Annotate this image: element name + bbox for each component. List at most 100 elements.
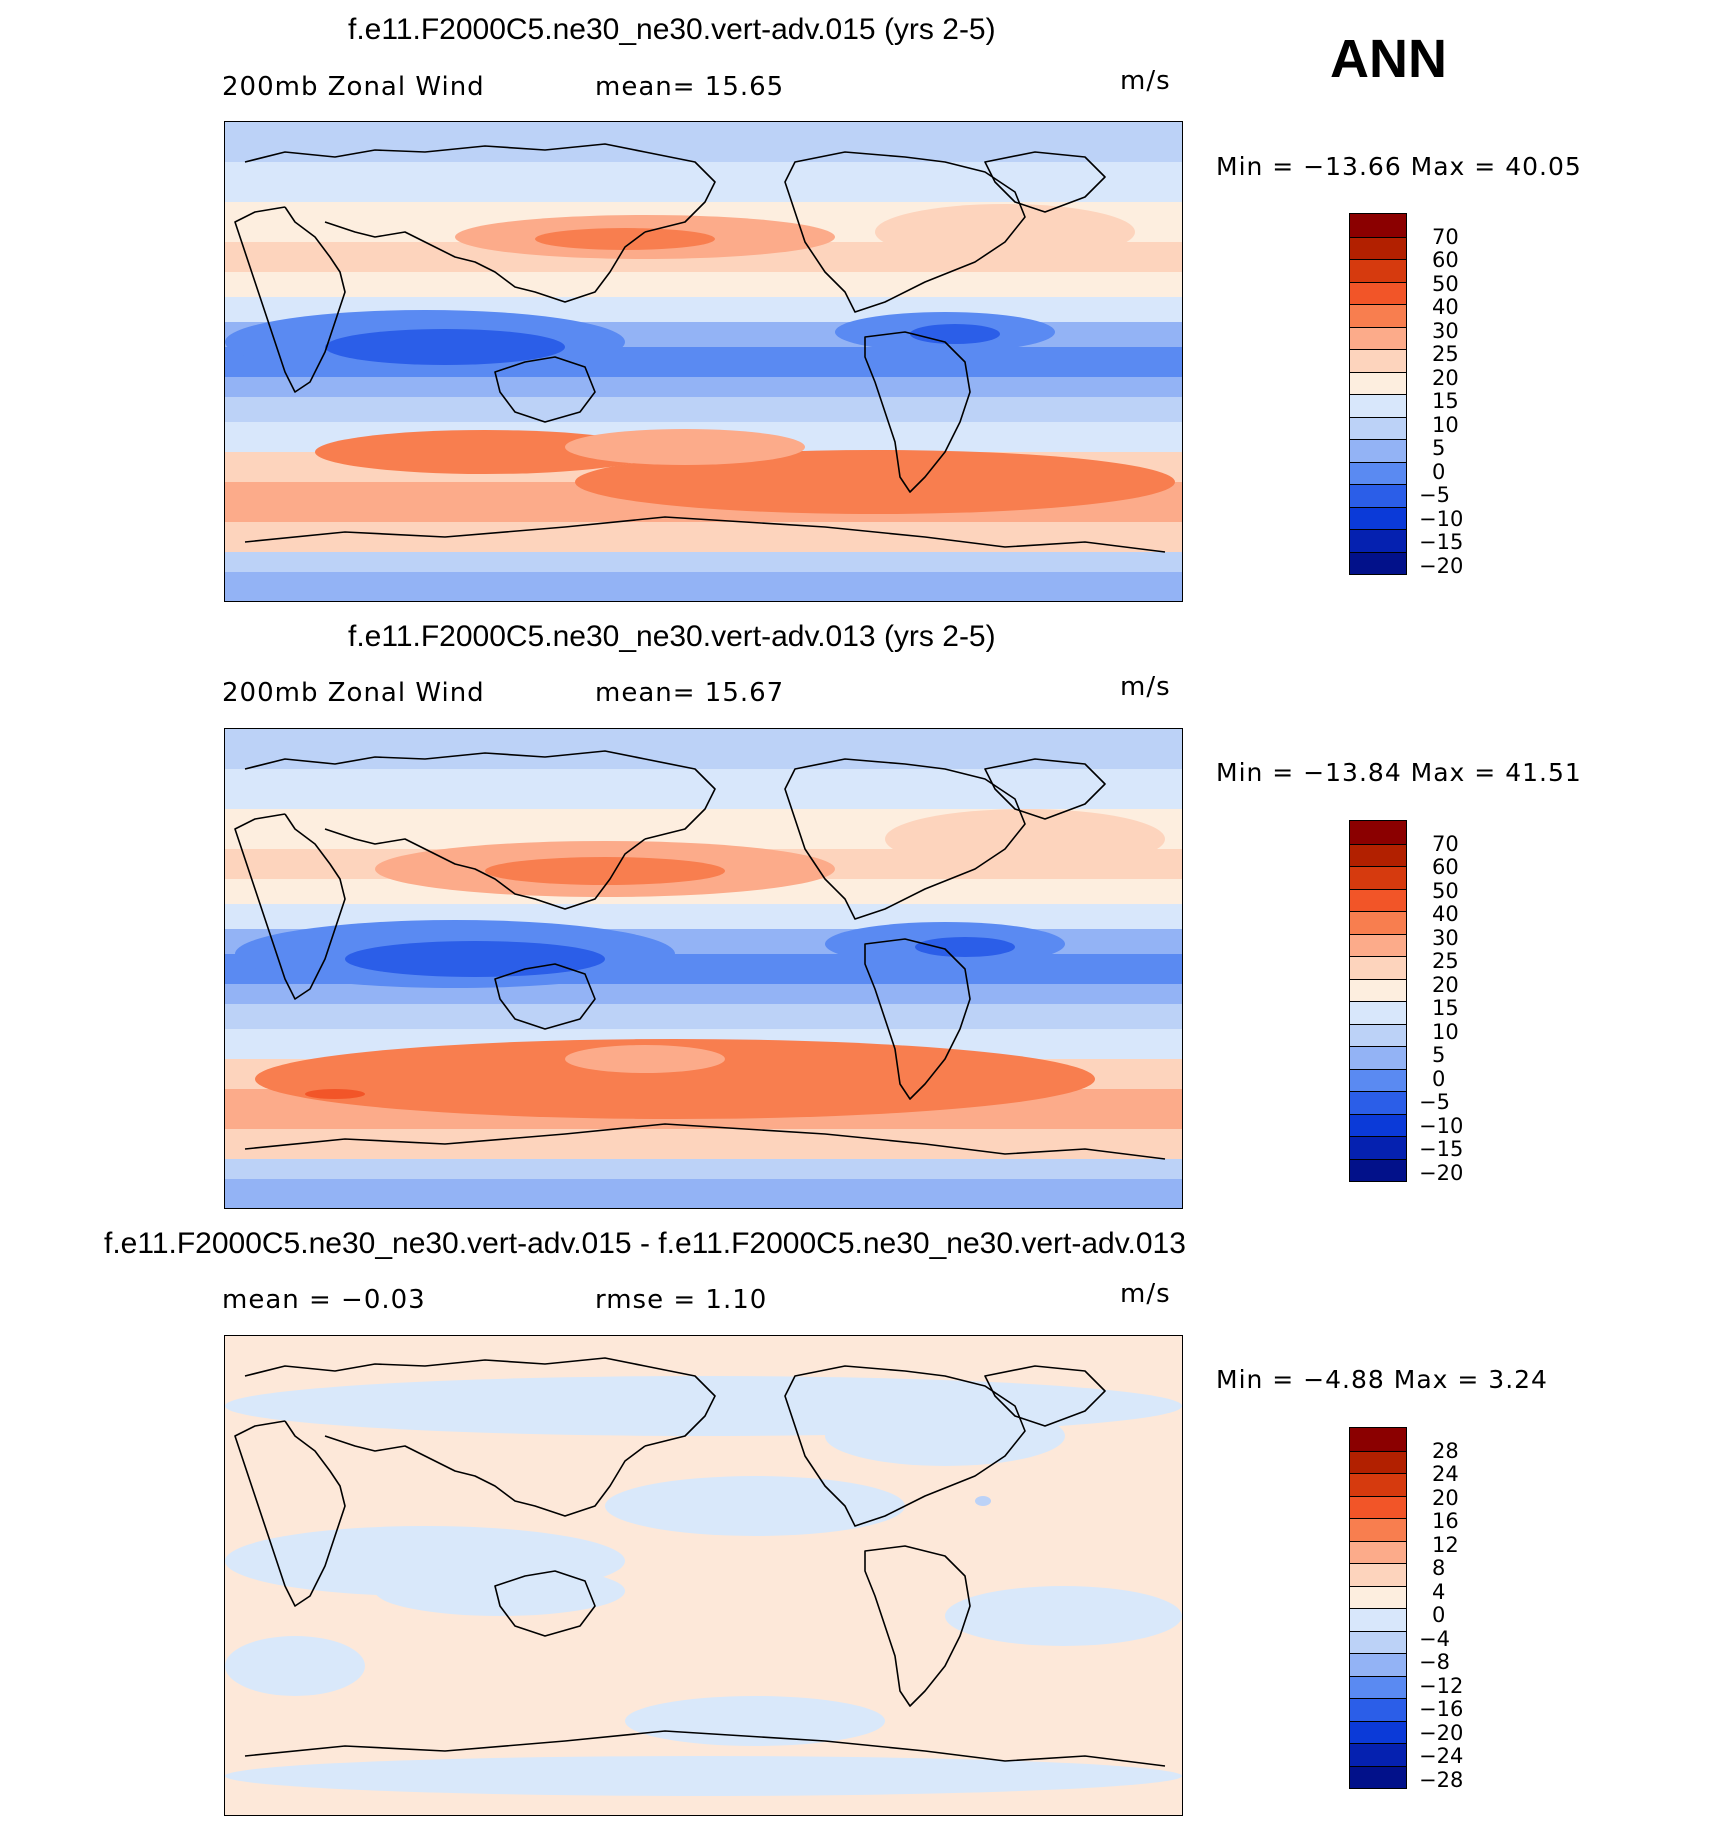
cb1-label: −10 (1419, 506, 1464, 531)
colorbar-segment (1350, 1113, 1406, 1136)
colorbar-segment (1350, 821, 1406, 844)
cb2-label: −5 (1419, 1090, 1450, 1114)
cb3-label: 16 (1432, 1509, 1459, 1533)
colorbar-segment (1350, 236, 1406, 259)
cb2-label: −10 (1419, 1113, 1464, 1138)
cb1-label: 50 (1432, 271, 1459, 296)
cb3-label: 12 (1432, 1532, 1459, 1557)
colorbar-segment (1350, 439, 1406, 462)
panel2-units: m/s (1120, 672, 1171, 702)
cb1-label: 25 (1432, 342, 1459, 366)
cb2-label: 0 (1432, 1066, 1446, 1091)
colorbar-segment (1350, 911, 1406, 934)
cb2-label: 60 (1432, 855, 1459, 879)
colorbar-segment (1350, 1518, 1406, 1541)
cb3-label: −12 (1419, 1673, 1464, 1698)
cb2-label: 30 (1432, 925, 1459, 950)
colorbar-segment (1350, 1765, 1406, 1788)
cb3-label: 0 (1432, 1603, 1446, 1627)
panel1-colorbar (1349, 213, 1407, 575)
colorbar-segment (1350, 416, 1406, 439)
panel2-colorbar (1349, 820, 1407, 1182)
colorbar-segment (1350, 551, 1406, 574)
colorbar-segment (1350, 1046, 1406, 1069)
cb2-label: 20 (1432, 972, 1459, 997)
cb3-label: −24 (1419, 1744, 1464, 1768)
colorbar-segment (1350, 1608, 1406, 1631)
colorbar-segment (1350, 1495, 1406, 1518)
colorbar-segment (1350, 1001, 1406, 1024)
panel1-mean: mean= 15.65 (595, 72, 785, 102)
cb3-label: −16 (1419, 1697, 1464, 1721)
colorbar-segment (1350, 1675, 1406, 1698)
cb2-label: −15 (1419, 1137, 1464, 1161)
colorbar-segment (1350, 529, 1406, 552)
colorbar-segment (1350, 1585, 1406, 1608)
panel3-title: f.e11.F2000C5.ne30_ne30.vert-adv.015 - f… (104, 1227, 1186, 1260)
colorbar-segment (1350, 349, 1406, 372)
panel2-title: f.e11.F2000C5.ne30_ne30.vert-adv.013 (yr… (348, 620, 996, 653)
colorbar-segment (1350, 461, 1406, 484)
colorbar-segment (1350, 978, 1406, 1001)
cb1-label: 60 (1432, 248, 1459, 272)
colorbar-segment (1350, 326, 1406, 349)
cb3-label: 24 (1432, 1462, 1459, 1486)
cb2-label: 25 (1432, 949, 1459, 973)
panel3-colorbar (1349, 1427, 1407, 1789)
panel2-left-label: 200mb Zonal Wind (222, 678, 485, 708)
cb3-label: −20 (1419, 1720, 1464, 1745)
cb2-label: 5 (1432, 1043, 1446, 1067)
cb2-label: 40 (1432, 902, 1459, 926)
colorbar-segment (1350, 1450, 1406, 1473)
colorbar-segment (1350, 304, 1406, 327)
cb1-label: 10 (1432, 412, 1459, 437)
colorbar-segment (1350, 281, 1406, 304)
colorbar-segment (1350, 1653, 1406, 1676)
cb1-label: 30 (1432, 318, 1459, 343)
panel1-units: m/s (1120, 66, 1171, 96)
cb2-label: 50 (1432, 878, 1459, 903)
colorbar-segment (1350, 371, 1406, 394)
cb2-label: 70 (1432, 831, 1459, 856)
colorbar-segment (1350, 214, 1406, 237)
cb3-label: −28 (1419, 1767, 1464, 1792)
colorbar-segment (1350, 1630, 1406, 1653)
colorbar-segment (1350, 1091, 1406, 1114)
panel3-map (224, 1335, 1183, 1816)
cb1-label: −15 (1419, 530, 1464, 554)
colorbar-segment (1350, 843, 1406, 866)
colorbar-segment (1350, 1158, 1406, 1181)
panel2-mean: mean= 15.67 (595, 678, 785, 708)
cb3-label: −8 (1419, 1650, 1450, 1674)
colorbar-segment (1350, 259, 1406, 282)
colorbar-segment (1350, 1720, 1406, 1743)
cb2-label: 15 (1432, 996, 1459, 1020)
panel3-units: m/s (1120, 1279, 1171, 1309)
cb1-label: 0 (1432, 459, 1446, 484)
cb1-label: −5 (1419, 483, 1450, 507)
colorbar-segment (1350, 1136, 1406, 1159)
cb3-label: 8 (1432, 1556, 1446, 1580)
panel2-map (224, 728, 1183, 1209)
colorbar-segment (1350, 1563, 1406, 1586)
season-label: ANN (1330, 29, 1447, 89)
colorbar-segment (1350, 933, 1406, 956)
panel3-minmax: Min = −4.88 Max = 3.24 (1216, 1365, 1548, 1394)
cb3-label: −4 (1419, 1626, 1450, 1651)
cb1-label: 70 (1432, 224, 1459, 249)
colorbar-segment (1350, 1428, 1406, 1451)
colorbar-segment (1350, 1743, 1406, 1766)
colorbar-segment (1350, 888, 1406, 911)
panel1-map (224, 121, 1183, 602)
colorbar-segment (1350, 1023, 1406, 1046)
colorbar-segment (1350, 394, 1406, 417)
cb2-label: 10 (1432, 1019, 1459, 1044)
colorbar-segment (1350, 1473, 1406, 1496)
colorbar-segment (1350, 956, 1406, 979)
panel2-minmax: Min = −13.84 Max = 41.51 (1216, 758, 1582, 787)
colorbar-segment (1350, 866, 1406, 889)
colorbar-segment (1350, 1068, 1406, 1091)
cb1-label: 15 (1432, 389, 1459, 413)
cb1-label: −20 (1419, 553, 1464, 578)
cb3-label: 4 (1432, 1579, 1446, 1604)
